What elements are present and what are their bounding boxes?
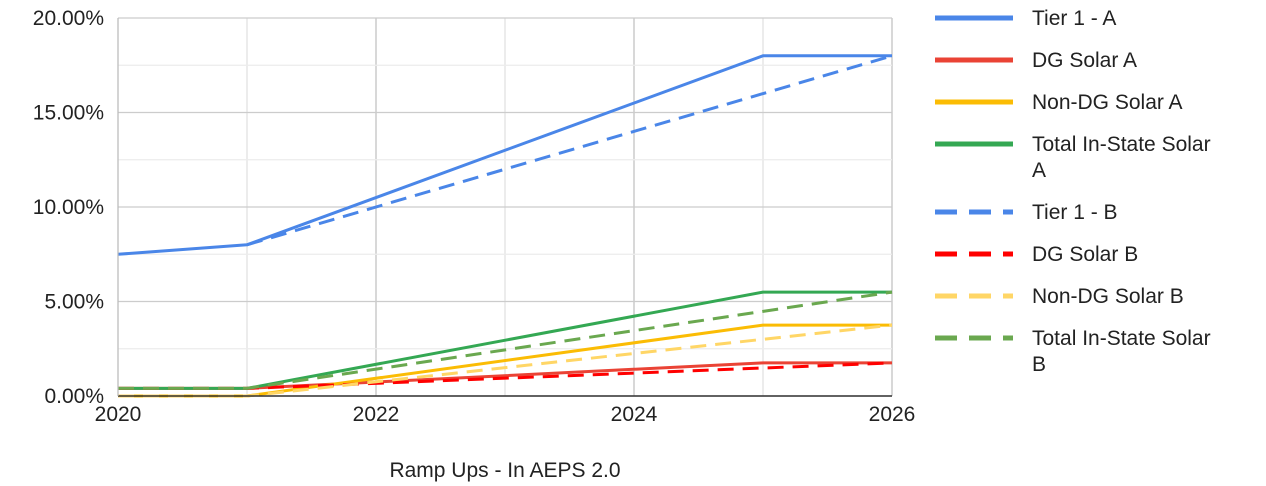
legend-label: Total In-State Solar	[1032, 327, 1211, 350]
legend-label: B	[1032, 353, 1046, 376]
y-tick-label: 0.00%	[44, 385, 104, 408]
legend-item: Total In-State Solar B	[935, 327, 1211, 376]
x-tick-label: 2022	[353, 403, 400, 426]
legend-label: Tier 1 - A	[1032, 7, 1116, 30]
series-line-tier-1-b	[246, 54, 893, 247]
legend-label: Non-DG Solar B	[1032, 285, 1184, 308]
legend-item: Tier 1 - B	[935, 201, 1118, 224]
legend-label: A	[1032, 159, 1046, 182]
y-tick-label: 20.00%	[33, 7, 104, 30]
legend-item: Tier 1 - A	[935, 7, 1116, 30]
legend-item: Total In-State Solar A	[935, 133, 1211, 182]
legend-label: DG Solar B	[1032, 243, 1138, 266]
legend-label: Tier 1 - B	[1032, 201, 1118, 224]
x-axis-title: Ramp Ups - In AEPS 2.0	[389, 459, 620, 482]
legend-label: Total In-State Solar	[1032, 133, 1211, 156]
x-tick-label: 2024	[611, 403, 658, 426]
legend-label: DG Solar A	[1032, 49, 1137, 72]
series-line-tier-1-a	[117, 54, 892, 256]
legend-item: Non-DG Solar A	[935, 91, 1183, 114]
x-tick-label: 2026	[869, 403, 916, 426]
legend-item: Non-DG Solar B	[935, 285, 1184, 308]
legend-item: DG Solar B	[935, 243, 1138, 266]
x-tick-label: 2020	[95, 403, 142, 426]
legend-item: DG Solar A	[935, 49, 1137, 72]
axes: 0.00% 5.00% 10.00% 15.00% 20.00% 2020 2022 2024…	[33, 7, 916, 426]
series-line-total-in-state-solar-b	[118, 290, 893, 390]
legend-label: Non-DG Solar A	[1032, 91, 1183, 114]
y-tick-label: 5.00%	[44, 291, 104, 314]
gridlines	[117, 17, 893, 397]
legend: Tier 1 - A DG Solar A Non-DG Solar A Total …	[935, 7, 1211, 376]
y-tick-label: 10.00%	[33, 196, 104, 219]
y-tick-label: 15.00%	[33, 102, 104, 125]
